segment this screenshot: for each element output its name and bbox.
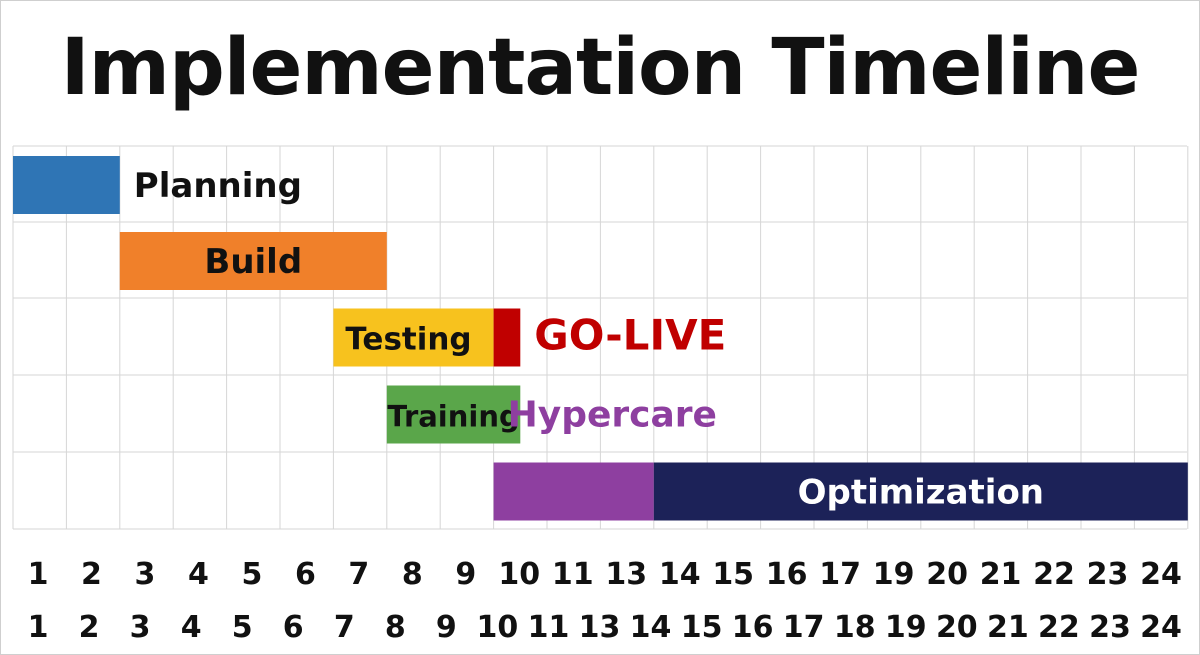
x-tick-label: 3 — [135, 557, 156, 592]
label-training: Training — [387, 400, 519, 434]
x-tick-label: 5 — [241, 557, 262, 592]
x-tick-label: 20 — [926, 557, 968, 592]
bar-training — [386, 385, 521, 444]
label-build: Build — [204, 242, 302, 282]
x-tick-label-secondary: 17 — [783, 610, 825, 645]
x-tick-label: 17 — [819, 557, 861, 592]
x-tick-label-secondary: 6 — [283, 610, 304, 645]
chart-title: Implementation Timeline — [60, 23, 1141, 113]
bar-planning — [13, 156, 120, 214]
x-tick-label: 9 — [455, 557, 476, 592]
x-tick-label: 13 — [605, 557, 647, 592]
bar-testing — [333, 308, 494, 367]
task-bars: Planning Build Testing GO-LIVE TrainingHyper… — [13, 156, 1188, 521]
x-tick-label-secondary: 21 — [987, 610, 1029, 645]
x-tick-label-secondary: 1 — [28, 610, 49, 645]
x-tick-label-secondary: 22 — [1038, 610, 1080, 645]
x-tick-label: 16 — [766, 557, 808, 592]
x-tick-label-secondary: 13 — [579, 610, 621, 645]
label-testing: Testing — [345, 322, 471, 358]
label-optimization: Optimization — [798, 473, 1044, 513]
x-tick-label: 4 — [188, 557, 209, 592]
bar-build — [119, 232, 387, 290]
bar-go-live — [493, 308, 521, 367]
x-tick-label-secondary: 2 — [79, 610, 100, 645]
x-tick-label-secondary: 24 — [1140, 610, 1182, 645]
bar-optimization — [653, 462, 1188, 521]
x-tick-label-secondary: 19 — [885, 610, 927, 645]
x-tick-label-secondary: 3 — [130, 610, 151, 645]
x-tick-label: 6 — [295, 557, 316, 592]
x-tick-label: 7 — [348, 557, 369, 592]
label-hypercare: Hypercare — [508, 395, 717, 436]
x-tick-label: 22 — [1033, 557, 1075, 592]
x-tick-label: 1 — [28, 557, 49, 592]
label-go-live: GO-LIVE — [534, 311, 726, 360]
x-tick-label-secondary: 7 — [334, 610, 355, 645]
x-tick-label: 23 — [1087, 557, 1129, 592]
x-tick-label: 14 — [659, 557, 701, 592]
x-tick-label-secondary: 10 — [477, 610, 519, 645]
x-tick-label-secondary: 8 — [385, 610, 406, 645]
x-tick-label: 24 — [1140, 557, 1182, 592]
x-tick-label-secondary: 20 — [936, 610, 978, 645]
x-tick-label-secondary: 9 — [436, 610, 457, 645]
x-tick-label-secondary: 16 — [732, 610, 774, 645]
x-tick-label: 10 — [498, 557, 540, 592]
x-tick-label-secondary: 23 — [1089, 610, 1131, 645]
x-tick-label: 8 — [402, 557, 423, 592]
x-tick-label: 15 — [712, 557, 754, 592]
x-axis-ticks: 1 2 3 4 5 6 7 8 9 10 11 13 14 15 16 17 19 20 21 22 23 241 2 3 4 5… — [28, 557, 1182, 645]
x-tick-label-secondary: 4 — [181, 610, 202, 645]
x-tick-label-secondary: 18 — [834, 610, 876, 645]
label-planning: Planning — [134, 166, 302, 206]
x-tick-label-secondary: 15 — [681, 610, 723, 645]
bar-hypercare — [493, 462, 654, 521]
x-tick-label: 21 — [980, 557, 1022, 592]
x-tick-label-secondary: 14 — [630, 610, 672, 645]
x-tick-label: 2 — [81, 557, 102, 592]
x-tick-label: 11 — [552, 557, 594, 592]
x-tick-label-secondary: 5 — [232, 610, 253, 645]
x-tick-label-secondary: 11 — [528, 610, 570, 645]
x-tick-label: 19 — [873, 557, 915, 592]
